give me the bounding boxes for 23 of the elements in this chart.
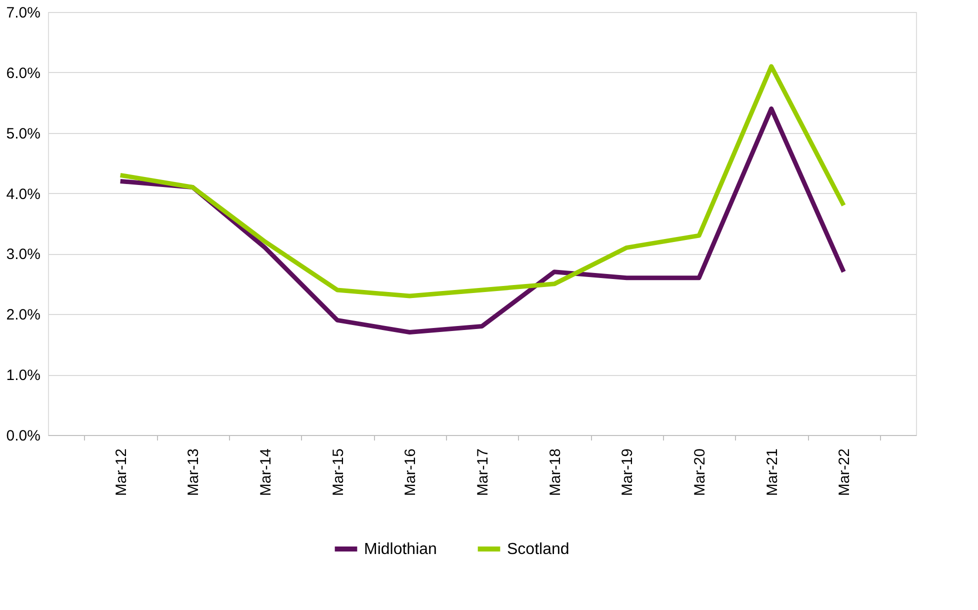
y-tick-label: 1.0% — [6, 367, 40, 384]
line-series — [118, 64, 846, 298]
legend-label: Midlothian — [364, 541, 437, 558]
x-tick-label: Mar-17 — [474, 448, 492, 496]
y-tick-label: 4.0% — [6, 186, 40, 203]
x-tick-label: Mar-14 — [258, 448, 274, 496]
y-tick-label: 0.0% — [6, 428, 40, 444]
x-tick-label: Mar-16 — [402, 448, 420, 496]
x-tick-label: Mar-19 — [619, 448, 636, 496]
x-tick-label: Mar-20 — [692, 448, 708, 496]
y-tick-label: 2.0% — [6, 306, 40, 324]
x-tick-label: Mar-13 — [185, 448, 202, 496]
x-tick-label: Mar-15 — [330, 448, 347, 496]
y-tick-label: 7.0% — [6, 4, 40, 22]
y-tick-label: 5.0% — [6, 125, 40, 142]
y-tick-label: 3.0% — [6, 246, 40, 264]
legend-label: Scotland — [507, 541, 570, 558]
line-series — [118, 106, 846, 335]
y-tick-label: 6.0% — [6, 64, 40, 82]
x-tick-label: Mar-21 — [764, 448, 781, 496]
x-tick-label: Mar-18 — [546, 448, 564, 496]
x-tick-label: Mar-12 — [112, 448, 130, 496]
x-tick-label: Mar-22 — [836, 448, 854, 496]
